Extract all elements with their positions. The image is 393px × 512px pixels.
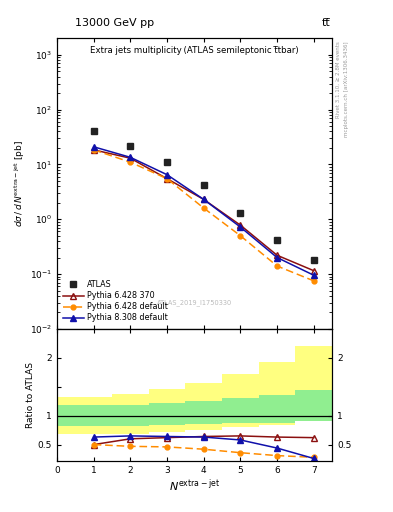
Y-axis label: Ratio to ATLAS: Ratio to ATLAS [26, 362, 35, 428]
Text: mcplots.cern.ch [arXiv:1306.3436]: mcplots.cern.ch [arXiv:1306.3436] [344, 41, 349, 137]
Text: Rivet 3.1.10, ≥ 2.8M events: Rivet 3.1.10, ≥ 2.8M events [336, 41, 341, 118]
X-axis label: $N^{\mathrm{extra-jet}}$: $N^{\mathrm{extra-jet}}$ [169, 477, 220, 494]
Text: tt̅: tt̅ [321, 18, 330, 28]
Text: ATLAS_2019_I1750330: ATLAS_2019_I1750330 [157, 299, 232, 306]
Legend: ATLAS, Pythia 6.428 370, Pythia 6.428 default, Pythia 8.308 default: ATLAS, Pythia 6.428 370, Pythia 6.428 de… [61, 278, 170, 325]
Y-axis label: $d\sigma\,/\,d\,N^{\mathrm{extra-jet}}$ [pb]: $d\sigma\,/\,d\,N^{\mathrm{extra-jet}}$ … [13, 140, 27, 227]
Text: Extra jets multiplicity (ATLAS semileptonic t̅tbar): Extra jets multiplicity (ATLAS semilepto… [90, 46, 299, 55]
Text: 13000 GeV pp: 13000 GeV pp [75, 18, 154, 28]
